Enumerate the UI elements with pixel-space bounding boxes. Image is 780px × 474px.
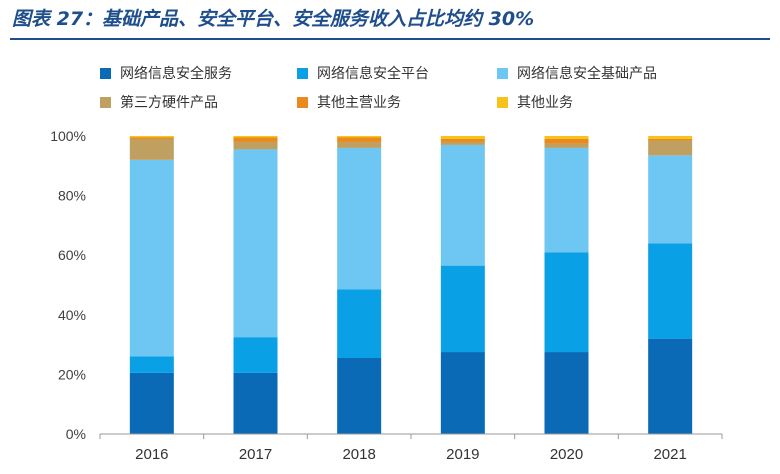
legend-swatch (497, 68, 508, 79)
legend-swatch (100, 97, 111, 108)
y-tick-label: 40% (58, 307, 86, 323)
bar-segment (129, 138, 174, 160)
bar-segment (440, 144, 485, 266)
y-tick-label: 60% (58, 247, 86, 263)
bar-segment (233, 337, 278, 373)
bar-segment (337, 358, 382, 434)
x-category-label: 2020 (550, 446, 583, 463)
bar-segment (648, 243, 693, 339)
x-axis: 2016 2017 2018 2019 2020 2021 (99, 433, 723, 463)
bar-segment (337, 137, 382, 142)
bar-segment (440, 265, 485, 353)
legend-swatch (297, 68, 308, 79)
legend-label: 网络信息安全平台 (317, 65, 429, 82)
bar-segment (440, 136, 485, 139)
y-tick-label: 100% (50, 128, 86, 144)
bar-segment (337, 289, 382, 359)
bars (129, 136, 693, 434)
bar-segment (648, 338, 693, 434)
bar-segment (440, 141, 485, 145)
bar-segment (544, 147, 589, 253)
bar-segment (544, 138, 589, 144)
title-rule (10, 38, 770, 40)
bar-segment (129, 137, 174, 139)
bar-segment (233, 137, 278, 142)
bar-segment (129, 372, 174, 434)
bar-segment (233, 136, 278, 138)
bar-segment (129, 159, 174, 357)
x-category-label: 2019 (446, 446, 479, 463)
legend-label: 其他业务 (517, 95, 573, 111)
x-category-label: 2018 (342, 446, 375, 463)
legend-label: 网络信息安全服务 (120, 65, 232, 82)
x-category-label: 2016 (135, 446, 168, 463)
y-tick-label: 0% (66, 426, 86, 442)
legend-swatch (497, 97, 508, 108)
bar-segment (544, 252, 589, 353)
bar-segment (129, 136, 174, 138)
bar-segment (337, 141, 382, 148)
y-tick-label: 20% (58, 366, 86, 382)
legend-swatch (100, 68, 111, 79)
bar-segment (648, 155, 693, 244)
x-category-label: 2017 (239, 446, 272, 463)
bar-segment (337, 147, 382, 290)
y-axis: 0% 20% 40% 60% 80% 100% (50, 128, 86, 442)
bar-segment (233, 149, 278, 338)
y-tick-label: 80% (58, 188, 86, 204)
x-category-label: 2021 (653, 446, 686, 463)
bar-segment (648, 136, 693, 139)
bar-segment (440, 138, 485, 142)
bar-segment (544, 143, 589, 148)
bar-segment (544, 352, 589, 434)
bar-segment (440, 352, 485, 434)
bar-segment (337, 136, 382, 138)
bar-segment (648, 140, 693, 156)
bar-segment (129, 356, 174, 373)
bar-segment (233, 372, 278, 434)
bar-segment (544, 136, 589, 139)
legend-label: 第三方硬件产品 (120, 94, 218, 111)
legend-label: 网络信息安全基础产品 (517, 65, 657, 82)
legend-swatch (297, 97, 308, 108)
legend-label: 其他主营业务 (317, 95, 401, 111)
bar-segment (648, 138, 693, 141)
bar-segment (233, 141, 278, 150)
figure-title: 图表 27：基础产品、安全平台、安全服务收入占比均约 30% (12, 8, 535, 30)
